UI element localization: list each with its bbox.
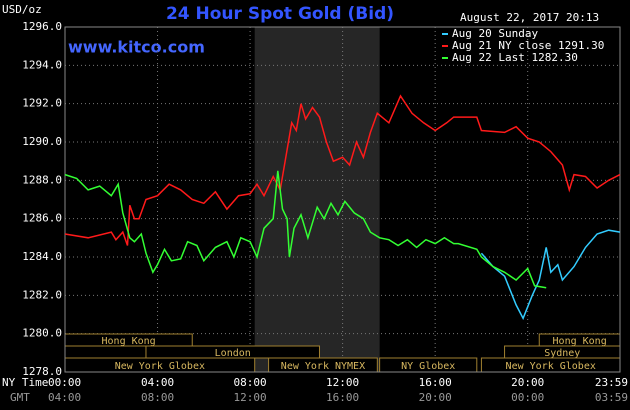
gmt-tick-label: 00:00 (511, 391, 544, 404)
x-tick-label: 23:59 (595, 376, 628, 389)
timestamp: August 22, 2017 20:13 (460, 11, 599, 24)
x-tick-label: 20:00 (511, 376, 544, 389)
x-row-label: GMT (10, 391, 30, 404)
gmt-tick-label: 20:00 (419, 391, 452, 404)
y-tick-label: 1278.0 (22, 365, 62, 378)
gmt-tick-label: 08:00 (141, 391, 174, 404)
session-label: Hong Kong (553, 336, 607, 347)
x-tick-label: 16:00 (419, 376, 452, 389)
x-row-label: NY Time (2, 376, 48, 389)
series-line (64, 170, 547, 289)
series-line (64, 94, 621, 246)
session-label: New York Globex (506, 361, 596, 372)
gmt-tick-label: 16:00 (326, 391, 359, 404)
x-tick-label: 04:00 (141, 376, 174, 389)
session-label: New York Globex (115, 361, 205, 372)
x-tick-label: 00:00 (48, 376, 81, 389)
chart-title: 24 Hour Spot Gold (Bid) (166, 4, 394, 24)
gmt-tick-label: 12:00 (234, 391, 267, 404)
session-label: London (215, 348, 251, 359)
highlight-band (254, 27, 380, 372)
y-tick-label: 1292.0 (22, 97, 62, 110)
legend-label: Aug 22 Last 1282.30 (452, 51, 578, 64)
x-tick-label: 12:00 (326, 376, 359, 389)
y-tick-label: 1286.0 (22, 212, 62, 225)
y-unit: USD/oz (2, 3, 42, 16)
gmt-tick-label: 04:00 (48, 391, 81, 404)
y-tick-label: 1284.0 (22, 250, 62, 263)
session-label: Hong Kong (102, 336, 156, 347)
session-label: New York NYMEX (281, 361, 365, 372)
series-line (480, 229, 621, 321)
gmt-tick-label: 03:59 (595, 391, 628, 404)
y-tick-label: 1296.0 (22, 20, 62, 33)
plot-frame (64, 26, 621, 373)
x-tick-label: 08:00 (234, 376, 267, 389)
session-label: NY Globex (401, 361, 455, 372)
y-tick-label: 1290.0 (22, 135, 62, 148)
legend-label: Aug 21 NY close 1291.30 (452, 39, 604, 52)
website: www.kitco.com (68, 38, 205, 57)
legend-label: Aug 20 Sunday (452, 27, 538, 40)
session-label: Sydney (544, 348, 580, 359)
y-tick-label: 1280.0 (22, 327, 62, 340)
y-tick-label: 1282.0 (22, 288, 62, 301)
y-tick-label: 1294.0 (22, 58, 62, 71)
y-tick-label: 1288.0 (22, 173, 62, 186)
